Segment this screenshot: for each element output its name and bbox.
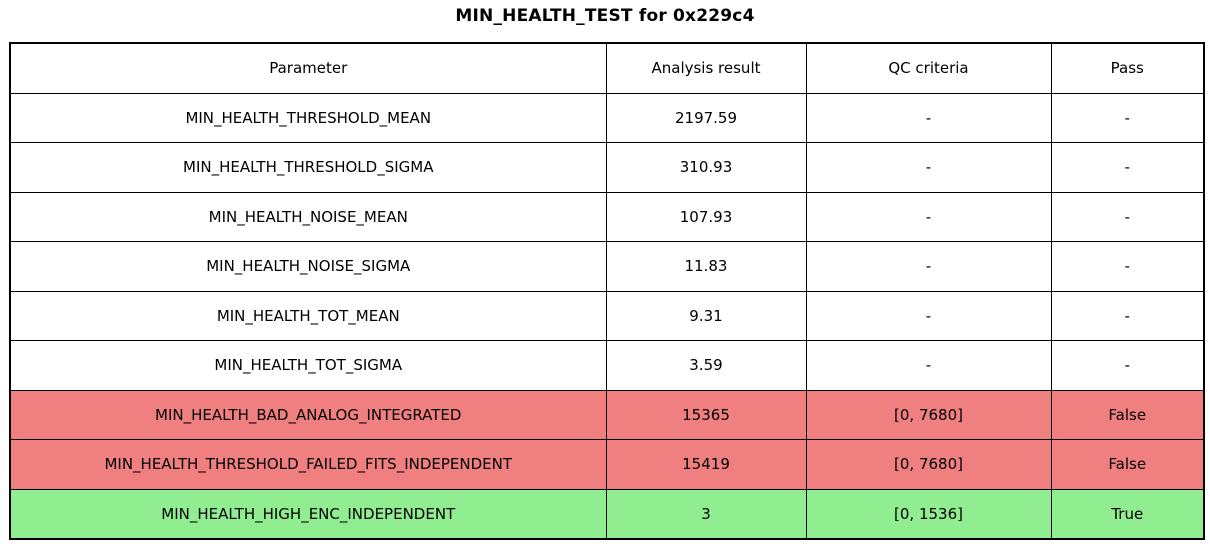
cell-qc-criteria: - xyxy=(805,340,1052,391)
cell-pass: - xyxy=(1050,290,1205,341)
cell-parameter: MIN_HEALTH_THRESHOLD_MEAN xyxy=(9,92,607,143)
cell-pass: True xyxy=(1050,488,1205,540)
cell-pass: - xyxy=(1050,340,1205,391)
cell-qc-criteria: - xyxy=(805,191,1052,242)
cell-qc-criteria: [0, 1536] xyxy=(805,488,1052,540)
cell-pass: - xyxy=(1050,241,1205,292)
cell-qc-criteria: [0, 7680] xyxy=(805,389,1052,440)
table-row: MIN_HEALTH_THRESHOLD_SIGMA 310.93 - - xyxy=(9,142,1205,193)
cell-parameter: MIN_HEALTH_TOT_MEAN xyxy=(9,290,607,341)
cell-analysis-result: 9.31 xyxy=(605,290,807,341)
table-row: MIN_HEALTH_NOISE_MEAN 107.93 - - xyxy=(9,191,1205,242)
cell-analysis-result: 2197.59 xyxy=(605,92,807,143)
cell-pass: - xyxy=(1050,191,1205,242)
table-row: MIN_HEALTH_NOISE_SIGMA 11.83 - - xyxy=(9,241,1205,292)
cell-parameter: MIN_HEALTH_TOT_SIGMA xyxy=(9,340,607,391)
table-header-row: Parameter Analysis result QC criteria Pa… xyxy=(9,42,1205,94)
cell-pass: False xyxy=(1050,439,1205,490)
cell-parameter: MIN_HEALTH_THRESHOLD_SIGMA xyxy=(9,142,607,193)
table-row-pass: MIN_HEALTH_HIGH_ENC_INDEPENDENT 3 [0, 15… xyxy=(9,488,1205,540)
cell-analysis-result: 11.83 xyxy=(605,241,807,292)
table-row: MIN_HEALTH_THRESHOLD_MEAN 2197.59 - - xyxy=(9,92,1205,143)
table-row-fail: MIN_HEALTH_THRESHOLD_FAILED_FITS_INDEPEN… xyxy=(9,439,1205,490)
cell-pass: False xyxy=(1050,389,1205,440)
cell-qc-criteria: - xyxy=(805,290,1052,341)
cell-analysis-result: 15419 xyxy=(605,439,807,490)
cell-analysis-result: 3 xyxy=(605,488,807,540)
column-header-qc-criteria: QC criteria xyxy=(805,42,1052,94)
column-header-pass: Pass xyxy=(1050,42,1205,94)
cell-parameter: MIN_HEALTH_NOISE_MEAN xyxy=(9,191,607,242)
cell-analysis-result: 15365 xyxy=(605,389,807,440)
cell-parameter: MIN_HEALTH_BAD_ANALOG_INTEGRATED xyxy=(9,389,607,440)
table-row-fail: MIN_HEALTH_BAD_ANALOG_INTEGRATED 15365 [… xyxy=(9,389,1205,440)
qc-table: Parameter Analysis result QC criteria Pa… xyxy=(9,42,1205,540)
cell-analysis-result: 107.93 xyxy=(605,191,807,242)
page-title: MIN_HEALTH_TEST for 0x229c4 xyxy=(455,6,755,26)
cell-qc-criteria: [0, 7680] xyxy=(805,439,1052,490)
cell-analysis-result: 3.59 xyxy=(605,340,807,391)
cell-parameter: MIN_HEALTH_NOISE_SIGMA xyxy=(9,241,607,292)
cell-analysis-result: 310.93 xyxy=(605,142,807,193)
table-row: MIN_HEALTH_TOT_SIGMA 3.59 - - xyxy=(9,340,1205,391)
cell-qc-criteria: - xyxy=(805,241,1052,292)
cell-parameter: MIN_HEALTH_HIGH_ENC_INDEPENDENT xyxy=(9,488,607,540)
cell-pass: - xyxy=(1050,92,1205,143)
cell-pass: - xyxy=(1050,142,1205,193)
cell-parameter: MIN_HEALTH_THRESHOLD_FAILED_FITS_INDEPEN… xyxy=(9,439,607,490)
column-header-analysis-result: Analysis result xyxy=(605,42,807,94)
table-row: MIN_HEALTH_TOT_MEAN 9.31 - - xyxy=(9,290,1205,341)
cell-qc-criteria: - xyxy=(805,142,1052,193)
cell-qc-criteria: - xyxy=(805,92,1052,143)
column-header-parameter: Parameter xyxy=(9,42,607,94)
